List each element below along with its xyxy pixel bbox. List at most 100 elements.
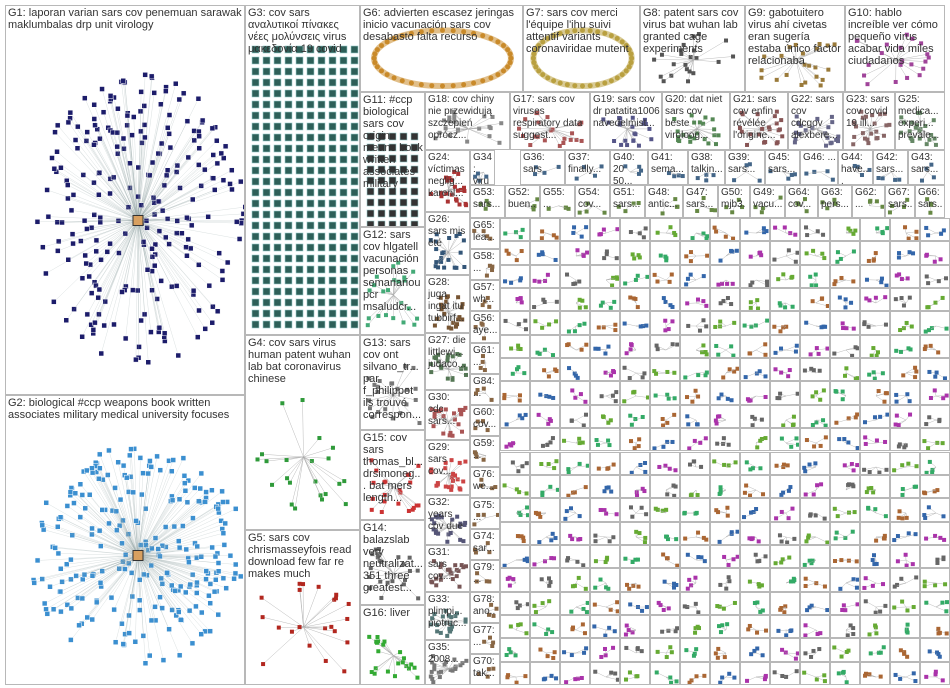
node bbox=[439, 194, 444, 199]
group-nodes bbox=[896, 442, 908, 450]
node bbox=[851, 327, 856, 332]
edge bbox=[393, 394, 407, 405]
group-nodes bbox=[623, 273, 649, 286]
node bbox=[159, 207, 166, 214]
node bbox=[306, 78, 315, 87]
node bbox=[160, 657, 167, 663]
node bbox=[439, 307, 444, 312]
node bbox=[339, 166, 348, 175]
node bbox=[598, 232, 603, 237]
node bbox=[637, 437, 642, 442]
node bbox=[481, 418, 486, 423]
node bbox=[328, 276, 337, 285]
group-nodes bbox=[429, 608, 468, 638]
node bbox=[328, 221, 337, 230]
edge bbox=[795, 48, 818, 61]
edge bbox=[759, 128, 766, 143]
group-panel bbox=[800, 358, 830, 382]
group-panel: G74: sar... bbox=[470, 529, 500, 561]
node bbox=[714, 343, 719, 348]
node bbox=[818, 83, 823, 88]
edge bbox=[137, 555, 176, 592]
edge bbox=[78, 555, 139, 626]
node bbox=[601, 117, 606, 122]
node bbox=[411, 365, 416, 370]
node bbox=[328, 254, 337, 263]
group-nodes bbox=[536, 250, 558, 263]
edge bbox=[448, 237, 450, 253]
group-panel bbox=[590, 474, 620, 499]
node bbox=[262, 111, 271, 120]
node bbox=[644, 323, 649, 328]
node bbox=[399, 154, 408, 163]
group-nodes bbox=[924, 253, 943, 264]
node bbox=[175, 538, 182, 544]
group-panel: G56: aye... bbox=[470, 311, 500, 343]
node bbox=[440, 251, 445, 256]
node bbox=[488, 75, 494, 81]
node bbox=[518, 235, 523, 240]
node bbox=[280, 401, 285, 406]
group-panel bbox=[680, 311, 710, 335]
node bbox=[339, 67, 348, 76]
node bbox=[745, 142, 750, 147]
edge bbox=[137, 199, 193, 221]
node bbox=[372, 51, 378, 57]
node bbox=[551, 396, 556, 401]
node bbox=[640, 375, 645, 380]
edge bbox=[368, 294, 394, 319]
node bbox=[518, 275, 523, 280]
node bbox=[193, 603, 199, 610]
node bbox=[130, 489, 136, 496]
node bbox=[370, 552, 375, 557]
node bbox=[531, 205, 536, 210]
edge bbox=[445, 462, 449, 476]
node bbox=[866, 325, 871, 330]
edge bbox=[550, 122, 582, 130]
node bbox=[107, 93, 114, 99]
edge bbox=[393, 394, 401, 414]
node bbox=[99, 568, 105, 574]
node bbox=[830, 177, 835, 182]
node bbox=[717, 414, 722, 419]
group-nodes bbox=[665, 483, 678, 498]
node bbox=[450, 577, 455, 582]
edge bbox=[431, 369, 449, 373]
node bbox=[295, 155, 304, 164]
group-nodes bbox=[690, 231, 709, 241]
edge bbox=[99, 530, 139, 556]
node bbox=[602, 256, 607, 261]
node bbox=[913, 375, 918, 380]
node bbox=[273, 210, 282, 219]
node bbox=[614, 275, 619, 280]
group-nodes bbox=[810, 296, 829, 309]
edge bbox=[770, 170, 784, 173]
node bbox=[638, 324, 643, 329]
group-nodes bbox=[744, 226, 769, 235]
node bbox=[433, 530, 438, 535]
node bbox=[142, 134, 148, 141]
edge bbox=[757, 114, 761, 129]
node bbox=[931, 175, 936, 180]
edge bbox=[375, 549, 394, 574]
node bbox=[474, 391, 479, 396]
group-nodes bbox=[429, 352, 468, 382]
group-nodes bbox=[835, 249, 856, 264]
edge bbox=[137, 220, 228, 263]
group-panel: G67: sars... bbox=[885, 185, 915, 218]
node bbox=[749, 325, 754, 330]
group-label: G34: virus bbox=[473, 152, 492, 185]
edge bbox=[49, 555, 139, 587]
node bbox=[531, 51, 537, 57]
node bbox=[835, 250, 840, 255]
node bbox=[451, 109, 456, 114]
node bbox=[395, 386, 400, 391]
node bbox=[106, 447, 112, 454]
node bbox=[141, 103, 148, 109]
edge bbox=[863, 59, 897, 76]
node bbox=[601, 227, 606, 232]
group-nodes bbox=[428, 231, 467, 270]
group-panel bbox=[920, 428, 950, 452]
group-panel: G22: sars cov cdcgov alexbere... bbox=[788, 92, 843, 150]
node bbox=[196, 307, 202, 314]
